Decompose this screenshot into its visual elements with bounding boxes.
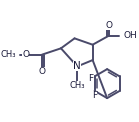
Text: O: O [22, 50, 29, 59]
Text: OH: OH [123, 31, 137, 40]
Text: CH₃: CH₃ [70, 81, 85, 90]
Text: O: O [106, 21, 112, 30]
Text: CH₃: CH₃ [0, 50, 16, 59]
Text: F: F [92, 91, 97, 100]
Text: F: F [88, 74, 94, 83]
Text: N: N [73, 61, 81, 71]
Text: O: O [39, 67, 45, 76]
